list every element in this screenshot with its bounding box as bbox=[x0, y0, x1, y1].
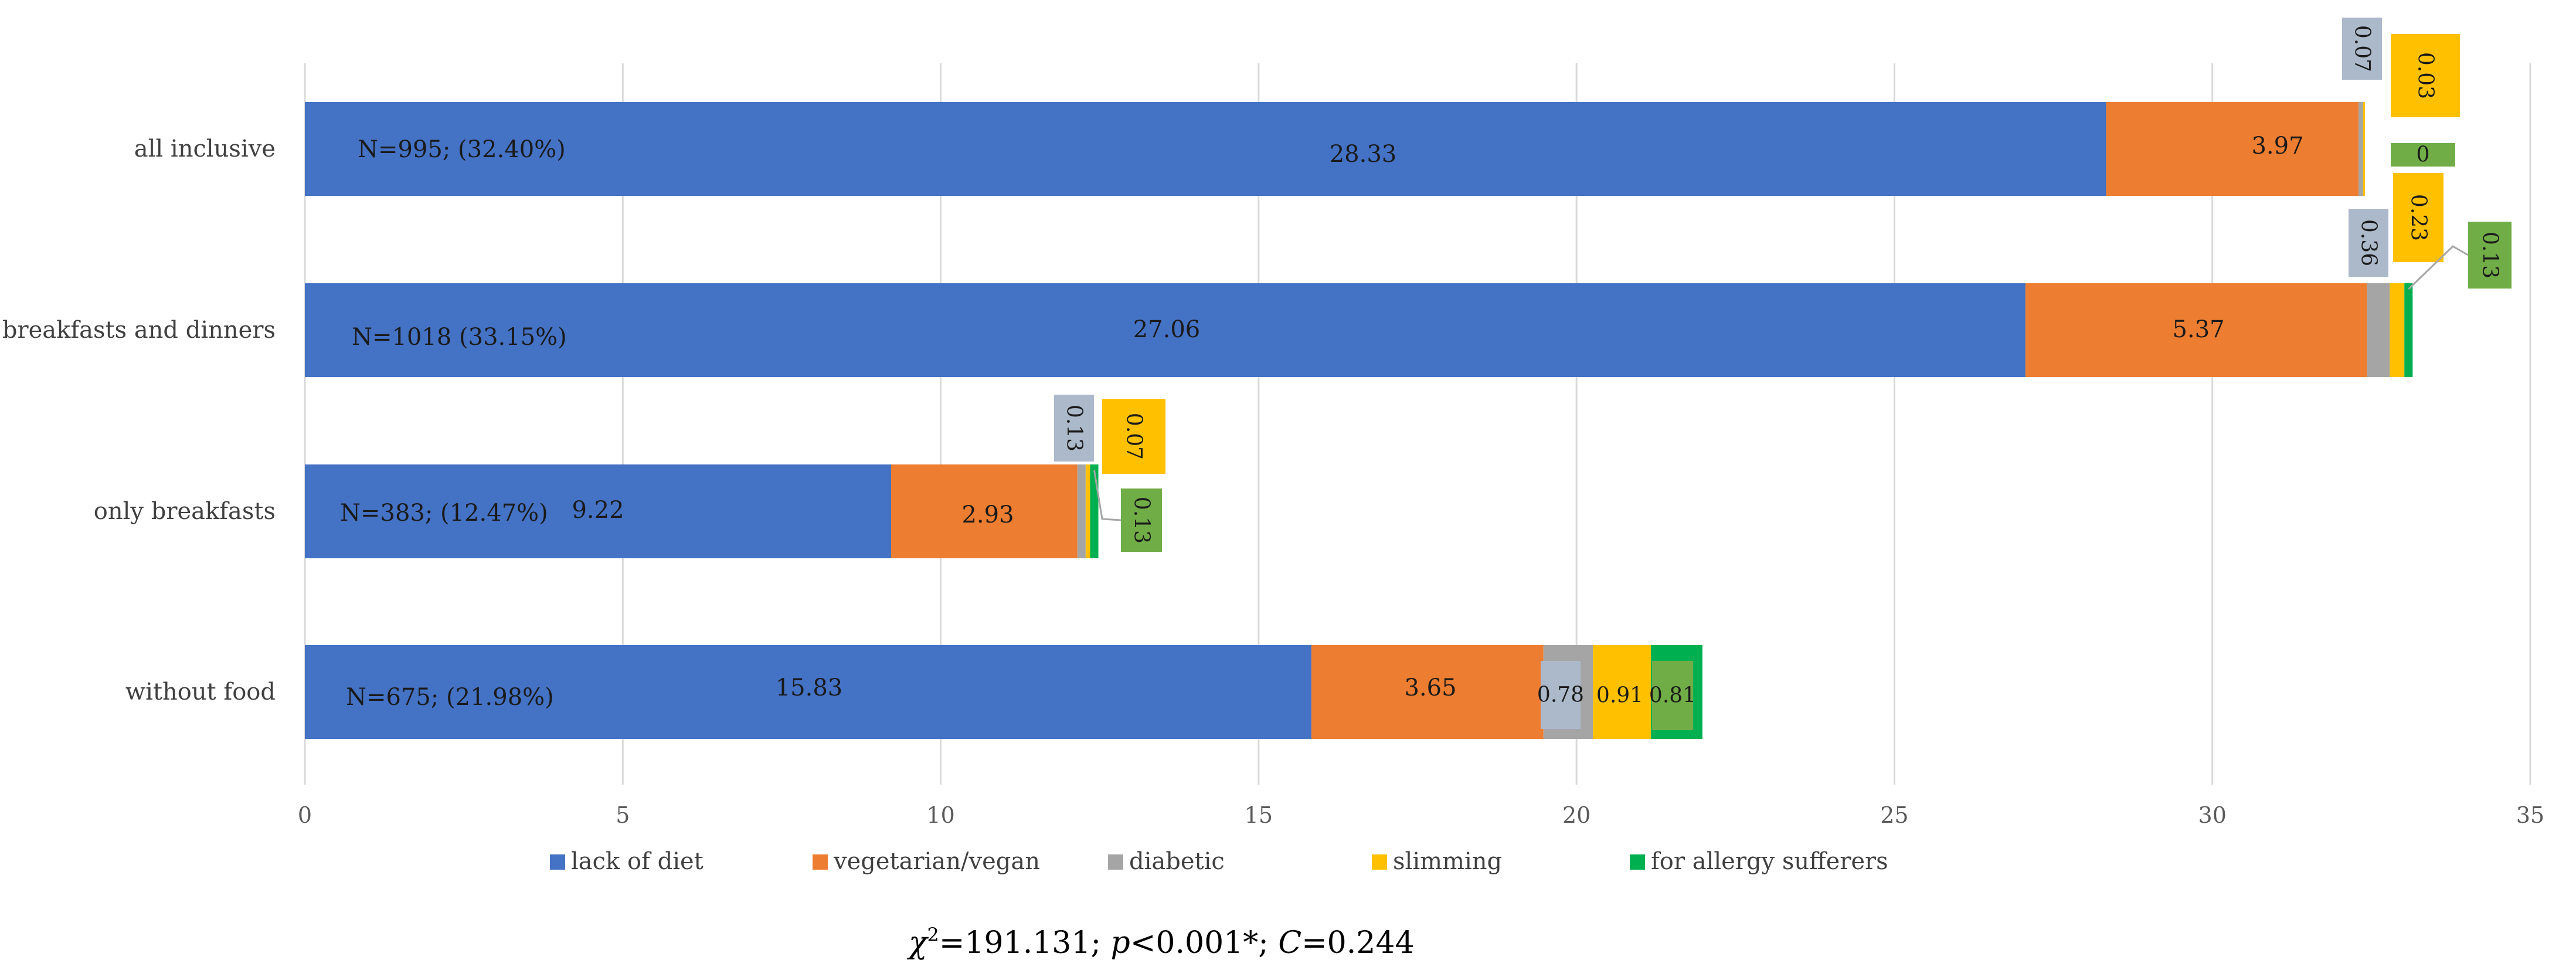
callout-only-breakfasts-diabetic-text: 0.13 bbox=[1062, 405, 1086, 452]
callout-without-food-diabetic-text: 0.78 bbox=[1537, 683, 1584, 707]
callout-breakfasts-and-dinners-for-allergy-sufferers-text: 0.13 bbox=[2478, 232, 2502, 279]
bar-only-breakfasts-lack-of-diet bbox=[305, 464, 891, 558]
bar-breakfasts-and-dinners-lack-of-diet bbox=[305, 283, 2026, 377]
callout-without-food-for-allergy-sufferers-text: 0.81 bbox=[1649, 684, 1696, 708]
bar-without-food-vegetarian-vegan bbox=[1311, 645, 1544, 739]
bar-breakfasts-and-dinners-slimming bbox=[2390, 283, 2405, 377]
legend-swatch-lack-of-diet bbox=[550, 854, 565, 870]
callout-only-breakfasts-for-allergy-sufferers-leader bbox=[1093, 470, 1122, 521]
x-tick-label-20: 20 bbox=[1562, 802, 1591, 828]
callout-breakfasts-and-dinners-for-allergy-sufferers-leader bbox=[2408, 245, 2469, 290]
group-label-all-inclusive: N=995; (32.40%) bbox=[358, 136, 566, 163]
legend-label-for-allergy-sufferers: for allergy sufferers bbox=[1651, 848, 1888, 875]
callout-all-inclusive-for-allergy-sufferers-text: 0 bbox=[2417, 143, 2430, 167]
x-tick-label-0: 0 bbox=[298, 802, 312, 828]
legend-swatch-for-allergy-sufferers bbox=[1630, 854, 1645, 870]
group-label-breakfasts-and-dinners: N=1018 (33.15%) bbox=[352, 324, 567, 351]
callout-breakfasts-and-dinners-slimming-box bbox=[2393, 173, 2444, 262]
bar-breakfasts-and-dinners-vegetarian-vegan bbox=[2025, 283, 2367, 377]
x-tick-label-5: 5 bbox=[616, 802, 630, 828]
x-tick-label-15: 15 bbox=[1245, 802, 1273, 828]
x-tick-label-10: 10 bbox=[926, 802, 954, 828]
bar-breakfasts-and-dinners-for-allergy-sufferers bbox=[2404, 283, 2413, 377]
bar-all-inclusive-slimming bbox=[2363, 102, 2366, 196]
statistics-annotation: χ2=191.131; p<0.001*; C=0.244 bbox=[906, 924, 1415, 961]
callout-all-inclusive-for-allergy-sufferers-box bbox=[2391, 143, 2455, 167]
callout-breakfasts-and-dinners-diabetic-box bbox=[2349, 209, 2388, 277]
bar-only-breakfasts-diabetic bbox=[1077, 464, 1086, 558]
callout-breakfasts-and-dinners-slimming-text: 0.23 bbox=[2407, 194, 2431, 241]
callout-without-food-slimming-box bbox=[1596, 661, 1643, 730]
category-label-without-food: without food bbox=[125, 679, 276, 705]
callout-only-breakfasts-slimming-text: 0.07 bbox=[1122, 413, 1146, 460]
callout-breakfasts-and-dinners-for-allergy-sufferers-box bbox=[2468, 222, 2512, 289]
group-label-without-food: N=675; (21.98%) bbox=[346, 684, 554, 711]
callout-only-breakfasts-for-allergy-sufferers-box bbox=[1121, 488, 1162, 552]
legend-swatch-diabetic bbox=[1108, 854, 1123, 870]
data-label-all-inclusive-vegetarian-vegan: 3.97 bbox=[2251, 133, 2303, 160]
callout-all-inclusive-slimming-text: 0.03 bbox=[2414, 52, 2438, 99]
p-value: <0.001*; bbox=[1130, 925, 1278, 961]
chi-superscript: 2 bbox=[927, 924, 939, 946]
callout-all-inclusive-diabetic-text: 0.07 bbox=[2350, 25, 2374, 72]
x-tick-label-30: 30 bbox=[2198, 802, 2227, 828]
x-tick-label-35: 35 bbox=[2516, 802, 2544, 828]
callout-only-breakfasts-diabetic-box bbox=[1054, 395, 1094, 462]
callout-breakfasts-and-dinners-diabetic-text: 0.36 bbox=[2357, 219, 2381, 266]
c-symbol: C bbox=[1278, 925, 1301, 961]
callout-without-food-for-allergy-sufferers-box bbox=[1652, 661, 1693, 730]
legend-label-diabetic: diabetic bbox=[1129, 848, 1225, 875]
callout-only-breakfasts-slimming-box bbox=[1102, 399, 1165, 474]
data-label-without-food-vegetarian-vegan: 3.65 bbox=[1404, 674, 1456, 701]
bar-all-inclusive-vegetarian-vegan bbox=[2106, 102, 2359, 196]
data-label-only-breakfasts-vegetarian-vegan: 2.93 bbox=[961, 501, 1014, 528]
bar-breakfasts-and-dinners-diabetic bbox=[2367, 283, 2390, 377]
bar-only-breakfasts-slimming bbox=[1085, 464, 1090, 558]
legend-swatch-slimming bbox=[1372, 854, 1387, 870]
bar-only-breakfasts-vegetarian-vegan bbox=[891, 464, 1078, 558]
bar-all-inclusive-diabetic bbox=[2358, 102, 2363, 196]
callout-without-food-diabetic-box bbox=[1541, 661, 1581, 729]
callout-only-breakfasts-for-allergy-sufferers-text: 0.13 bbox=[1130, 497, 1154, 544]
chi-value: =191.131; bbox=[939, 925, 1111, 961]
data-label-breakfasts-and-dinners-lack-of-diet: 27.06 bbox=[1133, 316, 1201, 343]
bar-only-breakfasts-for-allergy-sufferers bbox=[1090, 464, 1099, 558]
data-label-all-inclusive-lack-of-diet: 28.33 bbox=[1330, 141, 1397, 168]
bar-all-inclusive-lack-of-diet bbox=[305, 102, 2106, 196]
legend-label-vegetarian-vegan: vegetarian/vegan bbox=[833, 848, 1040, 875]
category-label-breakfasts-and-dinners: breakfasts and dinners bbox=[2, 317, 276, 344]
legend-swatch-vegetarian-vegan bbox=[813, 854, 828, 870]
data-label-breakfasts-and-dinners-vegetarian-vegan: 5.37 bbox=[2172, 316, 2224, 343]
legend-label-slimming: slimming bbox=[1393, 848, 1502, 875]
x-tick-label-25: 25 bbox=[1880, 802, 1908, 828]
bars: 28.33 3.97 N=995; (32.40%) 27.06 5.37 N=1018 … bbox=[305, 102, 2413, 739]
category-labels: all inclusive breakfasts and dinners only … bbox=[2, 135, 276, 705]
c-value: =0.244 bbox=[1301, 925, 1414, 961]
p-symbol: p bbox=[1111, 925, 1130, 961]
x-axis-ticks: 0 5 10 15 20 25 30 35 bbox=[298, 802, 2544, 828]
data-label-only-breakfasts-lack-of-diet: 9.22 bbox=[572, 497, 624, 524]
data-label-callouts: 0.07 0.03 0 0.36 0.23 0.13 0.13 0.07 0.13 0.78 0.9… bbox=[1054, 18, 2512, 730]
data-label-without-food-lack-of-diet: 15.83 bbox=[776, 674, 843, 701]
chi-symbol: χ bbox=[906, 925, 929, 961]
legend: lack of diet vegetarian/vegan diabetic slim… bbox=[550, 848, 1888, 875]
category-label-all-inclusive: all inclusive bbox=[134, 135, 276, 162]
group-label-only-breakfasts: N=383; (12.47%) bbox=[340, 500, 548, 527]
bar-without-food-lack-of-diet bbox=[305, 645, 1311, 739]
callout-all-inclusive-diabetic-box bbox=[2342, 18, 2382, 80]
category-label-only-breakfasts: only breakfasts bbox=[94, 498, 276, 525]
callout-without-food-slimming-text: 0.91 bbox=[1596, 684, 1643, 708]
callout-all-inclusive-slimming-box bbox=[2391, 34, 2460, 117]
legend-label-lack-of-diet: lack of diet bbox=[571, 848, 704, 875]
